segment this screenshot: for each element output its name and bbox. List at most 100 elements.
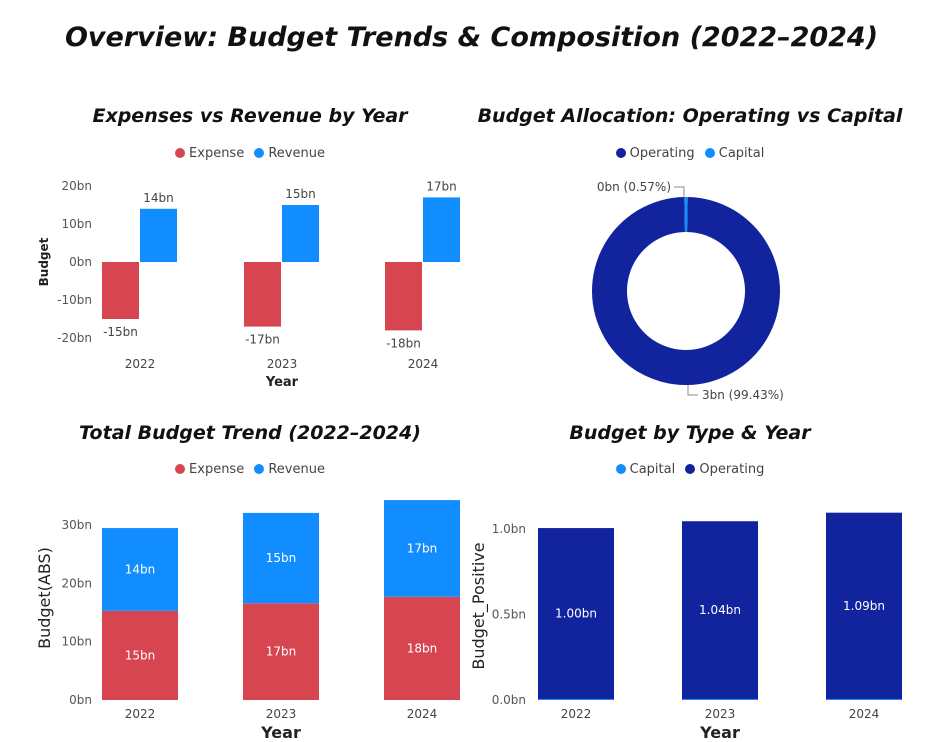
data-label: 17bn — [407, 541, 438, 555]
x-axis-label: Year — [260, 723, 301, 742]
bar-operating-2022 — [538, 528, 614, 699]
legend: Capital Operating — [470, 462, 910, 477]
legend-item-capital[interactable]: Capital — [704, 146, 765, 161]
data-label: 17bn — [266, 645, 297, 659]
panel-budget-by-type-year: Budget by Type & Year Capital Operating … — [470, 416, 910, 742]
legend-label: Capital — [718, 146, 765, 161]
panel-total-budget-trend: Total Budget Trend (2022–2024) Expense R… — [30, 416, 470, 742]
y-tick-label: 20bn — [62, 576, 93, 590]
x-axis-label: Year — [699, 723, 740, 742]
bar-expense-2023 — [244, 262, 281, 327]
legend-dot-expense — [175, 148, 186, 158]
leader-line-capital — [674, 186, 685, 197]
x-tick-label: 2023 — [705, 707, 736, 721]
x-axis-label: Year — [265, 375, 299, 390]
legend-label: Expense — [189, 462, 245, 477]
legend-item-operating[interactable]: Operating — [615, 146, 695, 161]
data-label: 1.04bn — [699, 603, 741, 617]
bar-revenue-2022 — [102, 528, 178, 611]
legend: Operating Capital — [470, 146, 910, 161]
x-tick-label: 2024 — [407, 707, 438, 721]
data-label: 1.00bn — [555, 607, 597, 621]
x-tick-label: 2023 — [267, 357, 298, 371]
y-axis-label: Budget(ABS) — [35, 547, 54, 649]
chart-title: Budget Allocation: Operating vs Capital — [477, 105, 903, 127]
x-tick-label: 2022 — [125, 357, 156, 371]
bar-revenue-2024 — [384, 500, 460, 597]
slice-capital — [684, 197, 688, 233]
bar-capital-2023 — [682, 698, 758, 700]
legend-dot-operating — [685, 464, 696, 474]
chart-title: Expenses vs Revenue by Year — [92, 105, 408, 127]
chart-budget-allocation: 0bn (0.57%) 3bn (99.43%) — [592, 180, 784, 402]
slice-label-operating: 3bn (99.43%) — [702, 388, 784, 402]
y-tick-label: 0bn — [69, 693, 92, 707]
y-tick-label: 0bn — [69, 255, 92, 269]
bar-revenue-2023 — [243, 512, 319, 604]
y-axis-label: Budget_Positive — [470, 542, 489, 669]
legend-label: Expense — [189, 146, 245, 161]
x-tick-label: 2023 — [266, 707, 297, 721]
legend-label: Operating — [699, 462, 765, 477]
y-tick-label: 30bn — [62, 518, 93, 532]
legend-label: Operating — [629, 146, 695, 161]
x-tick-label: 2022 — [561, 707, 592, 721]
data-label: 14bn — [143, 191, 174, 205]
data-label: 15bn — [125, 648, 156, 662]
slice-operating — [592, 197, 780, 385]
bar-capital-2024 — [826, 698, 902, 700]
y-tick-label: 10bn — [62, 635, 93, 649]
data-label: -18bn — [386, 336, 421, 350]
legend-dot-revenue — [254, 464, 265, 474]
chart-expenses-vs-revenue: 20bn 10bn 0bn -10bn -20bn Budget -15bn 14bn 2022… — [37, 179, 460, 390]
legend-dot-expense — [175, 464, 186, 474]
data-label: 1.09bn — [843, 599, 885, 613]
bar-capital-2022 — [538, 698, 614, 700]
legend-label: Revenue — [268, 146, 325, 161]
legend-item-expense[interactable]: Expense — [175, 462, 244, 477]
dashboard-title: Overview: Budget Trends & Composition (2… — [64, 22, 879, 53]
legend-dot-capital — [704, 148, 715, 158]
x-tick-label: 2024 — [849, 707, 880, 721]
y-tick-label: 20bn — [62, 179, 93, 193]
panel-expenses-vs-revenue: Expenses vs Revenue by Year Expense Reve… — [30, 100, 470, 400]
chart-budget-by-type-year: 1.0bn 0.5bn 0.0bn Budget_Positive 1.00bn 2022… — [470, 512, 902, 742]
panel-budget-allocation: Budget Allocation: Operating vs Capital … — [470, 100, 910, 410]
y-tick-label: -10bn — [57, 293, 92, 307]
chart-total-budget-trend: 30bn 20bn 10bn 0bn Budget(ABS) 15bn 14bn 2022 17… — [35, 500, 460, 742]
legend-label: Revenue — [268, 462, 325, 477]
y-axis-label: Budget — [37, 237, 51, 286]
legend: Expense Revenue — [30, 462, 470, 477]
legend-label: Capital — [629, 462, 676, 477]
data-label: 15bn — [266, 551, 297, 565]
legend-item-operating[interactable]: Operating — [685, 462, 764, 477]
x-tick-label: 2022 — [125, 707, 156, 721]
bar-expense-2023 — [243, 603, 319, 700]
y-tick-label: 0.5bn — [492, 608, 526, 622]
legend-item-expense[interactable]: Expense — [175, 146, 244, 161]
legend-item-capital[interactable]: Capital — [615, 462, 676, 477]
legend-dot-operating — [615, 148, 626, 158]
data-label: -17bn — [245, 333, 280, 347]
bar-expense-2022 — [102, 262, 139, 319]
legend-dot-revenue — [254, 148, 265, 158]
slice-label-capital: 0bn (0.57%) — [597, 180, 671, 194]
bar-expense-2022 — [102, 610, 178, 700]
data-label: 15bn — [285, 187, 316, 201]
y-tick-label: -20bn — [57, 331, 92, 345]
legend-item-revenue[interactable]: Revenue — [254, 462, 325, 477]
chart-title: Total Budget Trend (2022–2024) — [79, 422, 421, 444]
y-tick-label: 0.0bn — [492, 693, 526, 707]
y-tick-label: 10bn — [62, 217, 93, 231]
leader-line-operating — [687, 385, 698, 396]
x-tick-label: 2024 — [408, 357, 439, 371]
bar-operating-2024 — [826, 512, 902, 699]
legend-item-revenue[interactable]: Revenue — [254, 146, 325, 161]
y-tick-label: 1.0bn — [492, 522, 526, 536]
bar-expense-2024 — [385, 262, 422, 331]
data-label: 18bn — [407, 641, 438, 655]
bar-revenue-2022 — [140, 208, 177, 262]
bar-revenue-2023 — [282, 205, 319, 262]
data-label: -15bn — [103, 325, 138, 339]
bar-expense-2024 — [384, 596, 460, 700]
